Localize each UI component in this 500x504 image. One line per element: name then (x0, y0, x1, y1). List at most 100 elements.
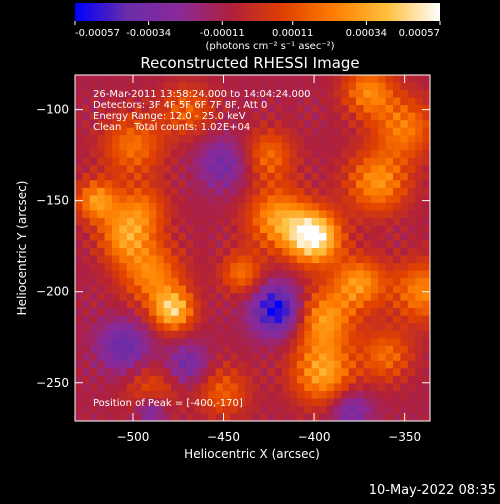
heatmap-cell (82, 135, 91, 144)
heatmap-cell (378, 263, 387, 271)
heatmap-cell (163, 165, 172, 174)
heatmap-cell (274, 172, 283, 181)
heatmap-cell (104, 383, 113, 392)
heatmap-cell (245, 338, 253, 347)
heatmap-cell (282, 142, 290, 151)
heatmap-cell (348, 308, 357, 317)
heatmap-cell (178, 112, 187, 121)
heatmap-cell (252, 278, 261, 287)
heatmap-cell (126, 82, 135, 91)
heatmap-cell (252, 75, 261, 83)
heatmap-cell (296, 75, 305, 83)
heatmap-cell (156, 300, 165, 309)
heatmap-cell (400, 157, 409, 166)
heatmap-cell (252, 300, 261, 309)
heatmap-cell (282, 398, 290, 407)
heatmap-cell (348, 202, 357, 211)
heatmap-cell (422, 383, 431, 392)
heatmap-cell (222, 383, 231, 392)
heatmap-cell (230, 150, 239, 159)
heatmap-cell (385, 105, 394, 114)
heatmap-cell (289, 308, 298, 317)
heatmap-cell (134, 375, 142, 384)
heatmap-cell (89, 135, 98, 144)
heatmap-cell (319, 368, 327, 377)
heatmap-cell (393, 315, 401, 324)
heatmap-cell (200, 127, 209, 136)
heatmap-cell (356, 202, 364, 211)
heatmap-cell (356, 187, 364, 196)
heatmap-cell (289, 195, 298, 204)
heatmap-cell (393, 217, 401, 226)
heatmap-cell (267, 413, 276, 422)
heatmap-cell (215, 135, 224, 144)
heatmap-cell (134, 187, 142, 196)
heatmap-cell (407, 112, 416, 121)
heatmap-cell (363, 315, 372, 324)
heatmap-cell (141, 225, 150, 234)
heatmap-cell (415, 375, 424, 384)
heatmap-cell (422, 360, 431, 369)
heatmap-cell (319, 330, 327, 339)
heatmap-cell (171, 263, 179, 271)
heatmap-cell (333, 105, 342, 114)
heatmap-cell (422, 82, 431, 91)
heatmap-cell (111, 82, 120, 91)
heatmap-cell (230, 315, 239, 324)
heatmap-cell (393, 127, 401, 136)
heatmap-cell (208, 330, 216, 339)
heatmap-cell (230, 232, 239, 241)
heatmap-cell (148, 82, 157, 91)
heatmap-cell (126, 232, 135, 241)
heatmap-cell (89, 353, 98, 362)
heatmap-cell (89, 330, 98, 339)
heatmap-cell (259, 82, 268, 91)
heatmap-cell (333, 390, 342, 399)
heatmap-cell (215, 398, 224, 407)
heatmap-cell (267, 142, 276, 151)
heatmap-cell (141, 398, 150, 407)
heatmap-cell (370, 345, 379, 354)
heatmap-cell (163, 232, 172, 241)
heatmap-cell (119, 353, 128, 362)
heatmap-cell (348, 105, 357, 114)
heatmap-cell (407, 97, 416, 106)
heatmap-cell (215, 353, 224, 362)
heatmap-cell (104, 405, 113, 414)
heatmap-cell (363, 390, 372, 399)
heatmap-cell (119, 300, 128, 309)
heatmap-cell (393, 225, 401, 234)
heatmap-cell (274, 127, 283, 136)
heatmap-cell (141, 315, 150, 324)
heatmap-cell (400, 360, 409, 369)
heatmap-cell (259, 413, 268, 422)
heatmap-cell (296, 323, 305, 332)
heatmap-cell (378, 142, 387, 151)
heatmap-cell (193, 142, 202, 151)
heatmap-cell (311, 405, 320, 414)
heatmap-cell (193, 285, 202, 294)
heatmap-cell (267, 315, 276, 324)
heatmap-cell (163, 285, 172, 294)
heatmap-cell (370, 157, 379, 166)
heatmap-cell (230, 353, 239, 362)
heatmap-cell (341, 300, 350, 309)
heatmap-cell (304, 308, 313, 317)
heatmap-cell (259, 120, 268, 129)
heatmap-cell (126, 345, 135, 354)
heatmap-cell (82, 112, 91, 121)
heatmap-cell (208, 225, 216, 234)
heatmap-cell (119, 180, 128, 189)
heatmap-cell (156, 142, 165, 151)
heatmap-cell (237, 82, 246, 91)
heatmap-cell (111, 248, 120, 256)
heatmap-cell (134, 217, 142, 226)
heatmap-cell (193, 278, 202, 287)
heatmap-cell (348, 97, 357, 106)
heatmap-cell (400, 315, 409, 324)
heatmap-cell (171, 360, 179, 369)
heatmap-cell (363, 142, 372, 151)
heatmap-cell (267, 263, 276, 271)
heatmap-cell (111, 240, 120, 249)
heatmap-cell (311, 323, 320, 332)
